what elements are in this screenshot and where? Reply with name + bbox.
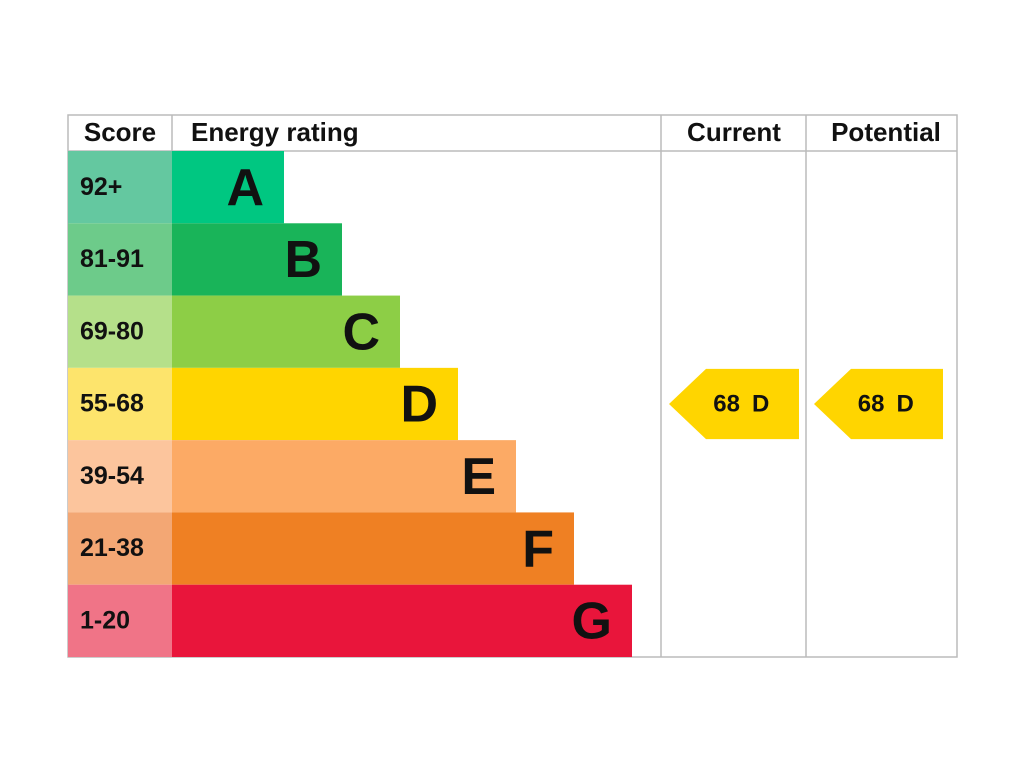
score-cell <box>68 151 172 224</box>
rating-letter: B <box>284 231 322 289</box>
score-cell <box>68 440 172 513</box>
rating-letter: C <box>342 303 380 361</box>
rating-letter: D <box>400 376 438 434</box>
header-potential: Potential <box>831 117 941 147</box>
score-cell <box>68 584 172 657</box>
score-label: 55-68 <box>80 390 144 418</box>
rating-bar <box>172 223 342 296</box>
rating-bar <box>172 440 516 513</box>
rating-letter: A <box>226 159 264 217</box>
rating-bar <box>172 512 574 585</box>
current-pointer <box>669 368 799 440</box>
score-label: 39-54 <box>80 462 144 490</box>
score-cell <box>68 512 172 585</box>
score-cell <box>68 223 172 296</box>
score-label: 1-20 <box>80 606 130 634</box>
potential-pointer <box>814 368 943 440</box>
score-cell <box>68 295 172 368</box>
score-label: 21-38 <box>80 534 144 562</box>
score-cell <box>68 367 172 441</box>
rating-bar <box>172 584 632 657</box>
score-label: 81-91 <box>80 245 144 273</box>
header-current: Current <box>687 117 781 147</box>
header-score: Score <box>84 117 156 147</box>
rating-bar <box>172 151 284 224</box>
rating-bar <box>172 295 400 368</box>
rating-letter: E <box>461 448 496 506</box>
current-score: 68 <box>713 390 740 417</box>
current-rating: D <box>752 390 769 417</box>
header-energy-rating: Energy rating <box>191 117 359 147</box>
rating-letter: G <box>572 593 612 651</box>
potential-score: 68 <box>858 390 885 417</box>
rating-bar <box>172 367 458 441</box>
potential-rating: D <box>897 390 914 417</box>
rating-letter: F <box>522 520 554 578</box>
score-label: 69-80 <box>80 317 144 345</box>
score-label: 92+ <box>80 173 122 201</box>
